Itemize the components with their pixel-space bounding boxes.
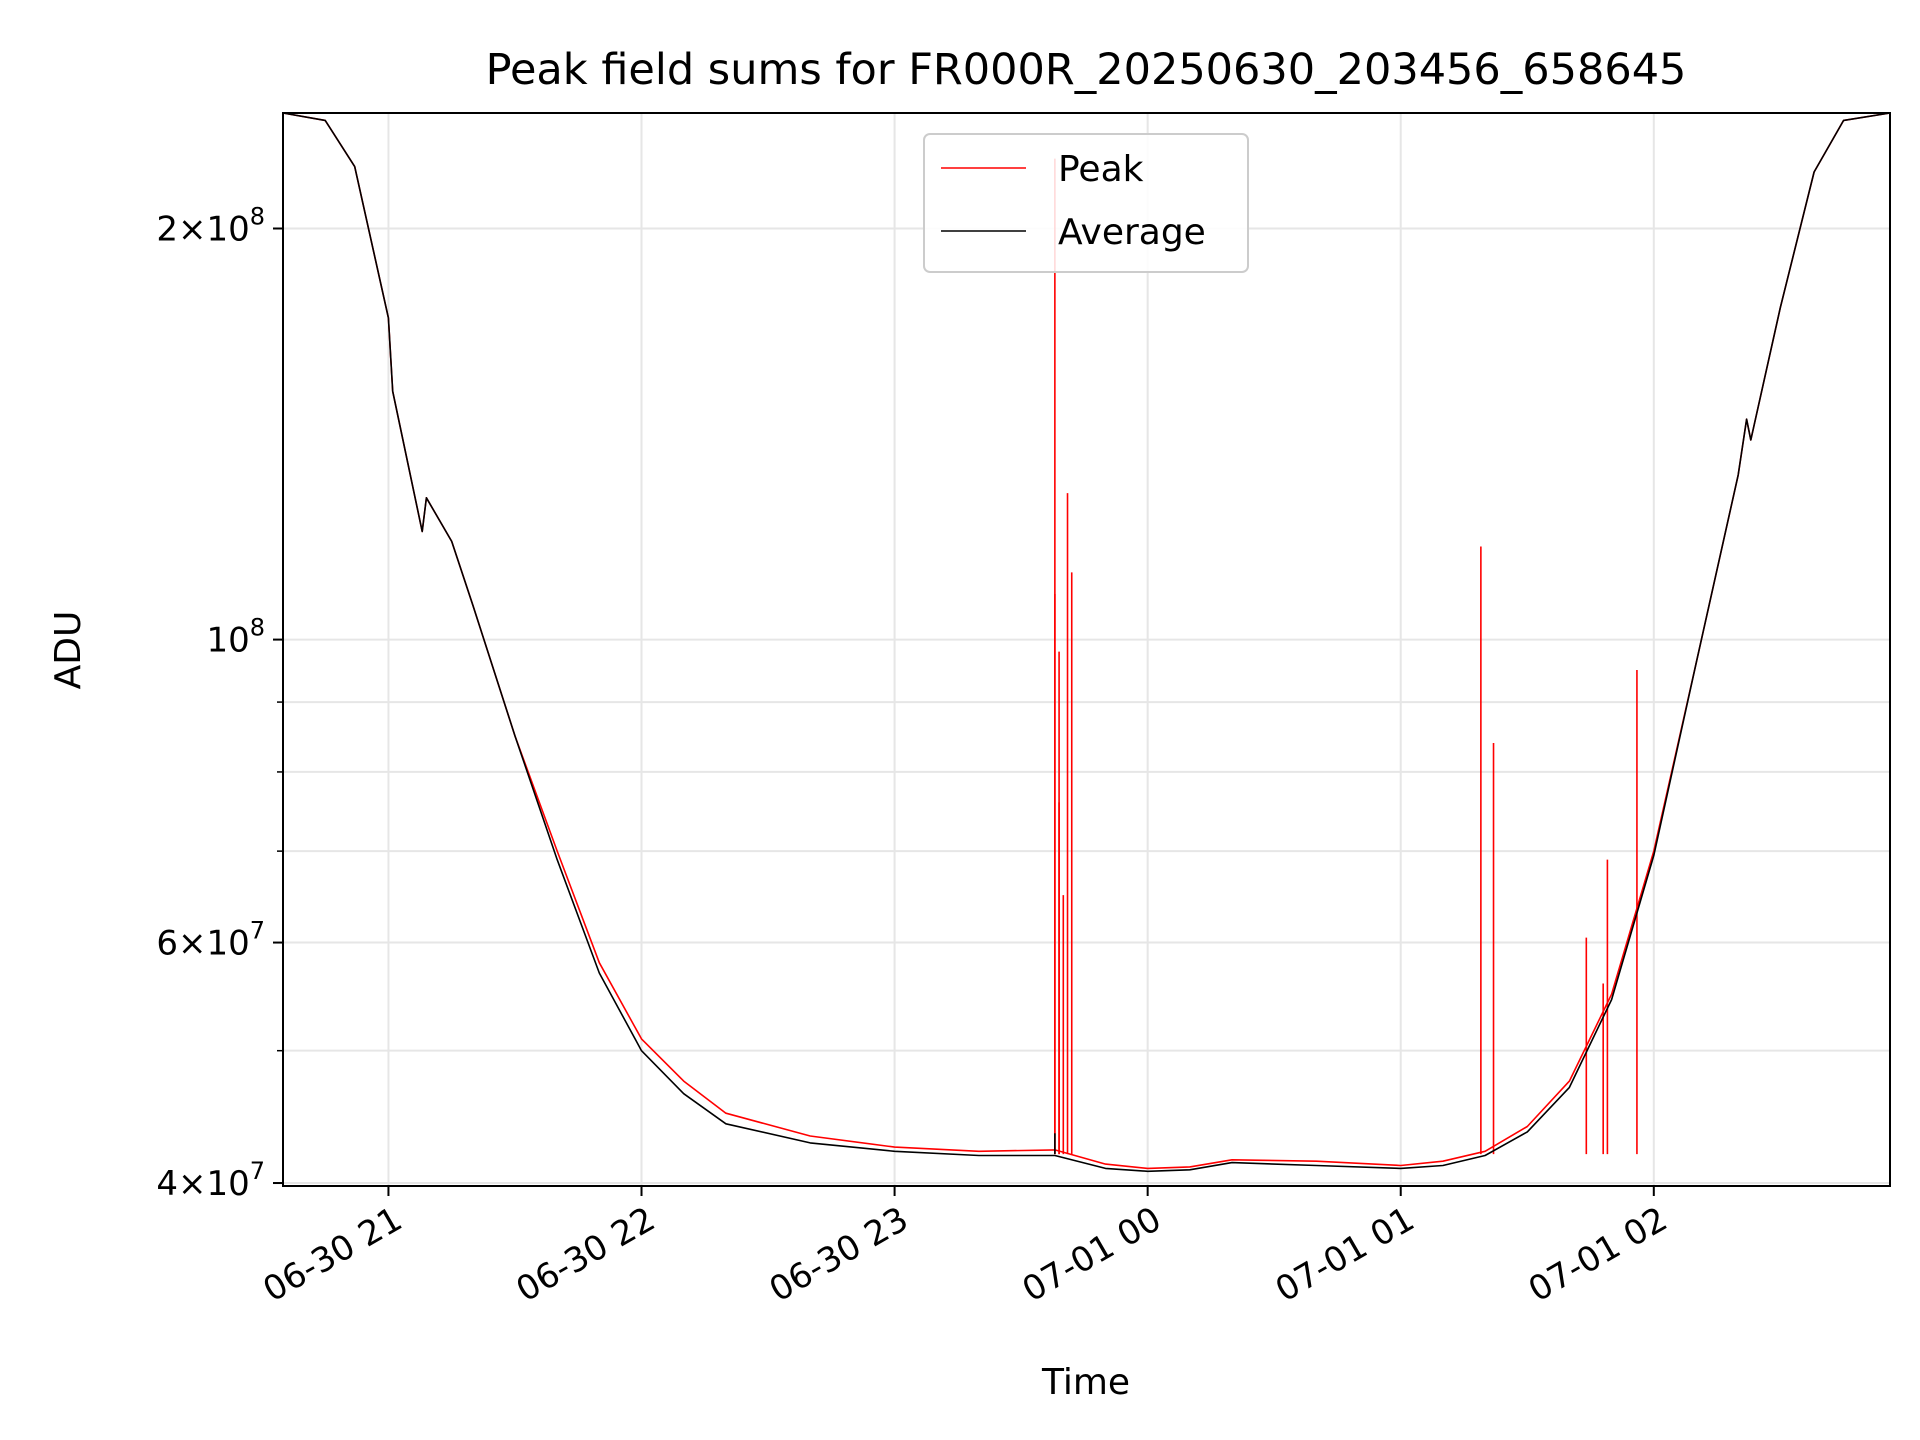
y-tick-label: 6×107	[156, 917, 265, 964]
series-lines	[282, 112, 1891, 1173]
x-axis-label: Time	[1041, 1362, 1130, 1403]
legend: Peak Average	[923, 133, 1249, 273]
y-tick-label: 2×108	[156, 202, 265, 249]
plot-frame	[282, 112, 1891, 1187]
legend-label-average: Average	[1058, 212, 1206, 253]
y-axis-label: ADU	[48, 611, 89, 690]
legend-label-peak: Peak	[1058, 149, 1144, 190]
y-tick-label: 108	[206, 614, 265, 661]
series-line-average	[282, 112, 1891, 1173]
chart-title: Peak field sums for FR000R_20250630_2034…	[486, 45, 1687, 95]
y-axis-ticks: 4×107 6×107 108 2×108	[156, 202, 283, 1204]
y-tick-label: 4×107	[156, 1157, 265, 1204]
